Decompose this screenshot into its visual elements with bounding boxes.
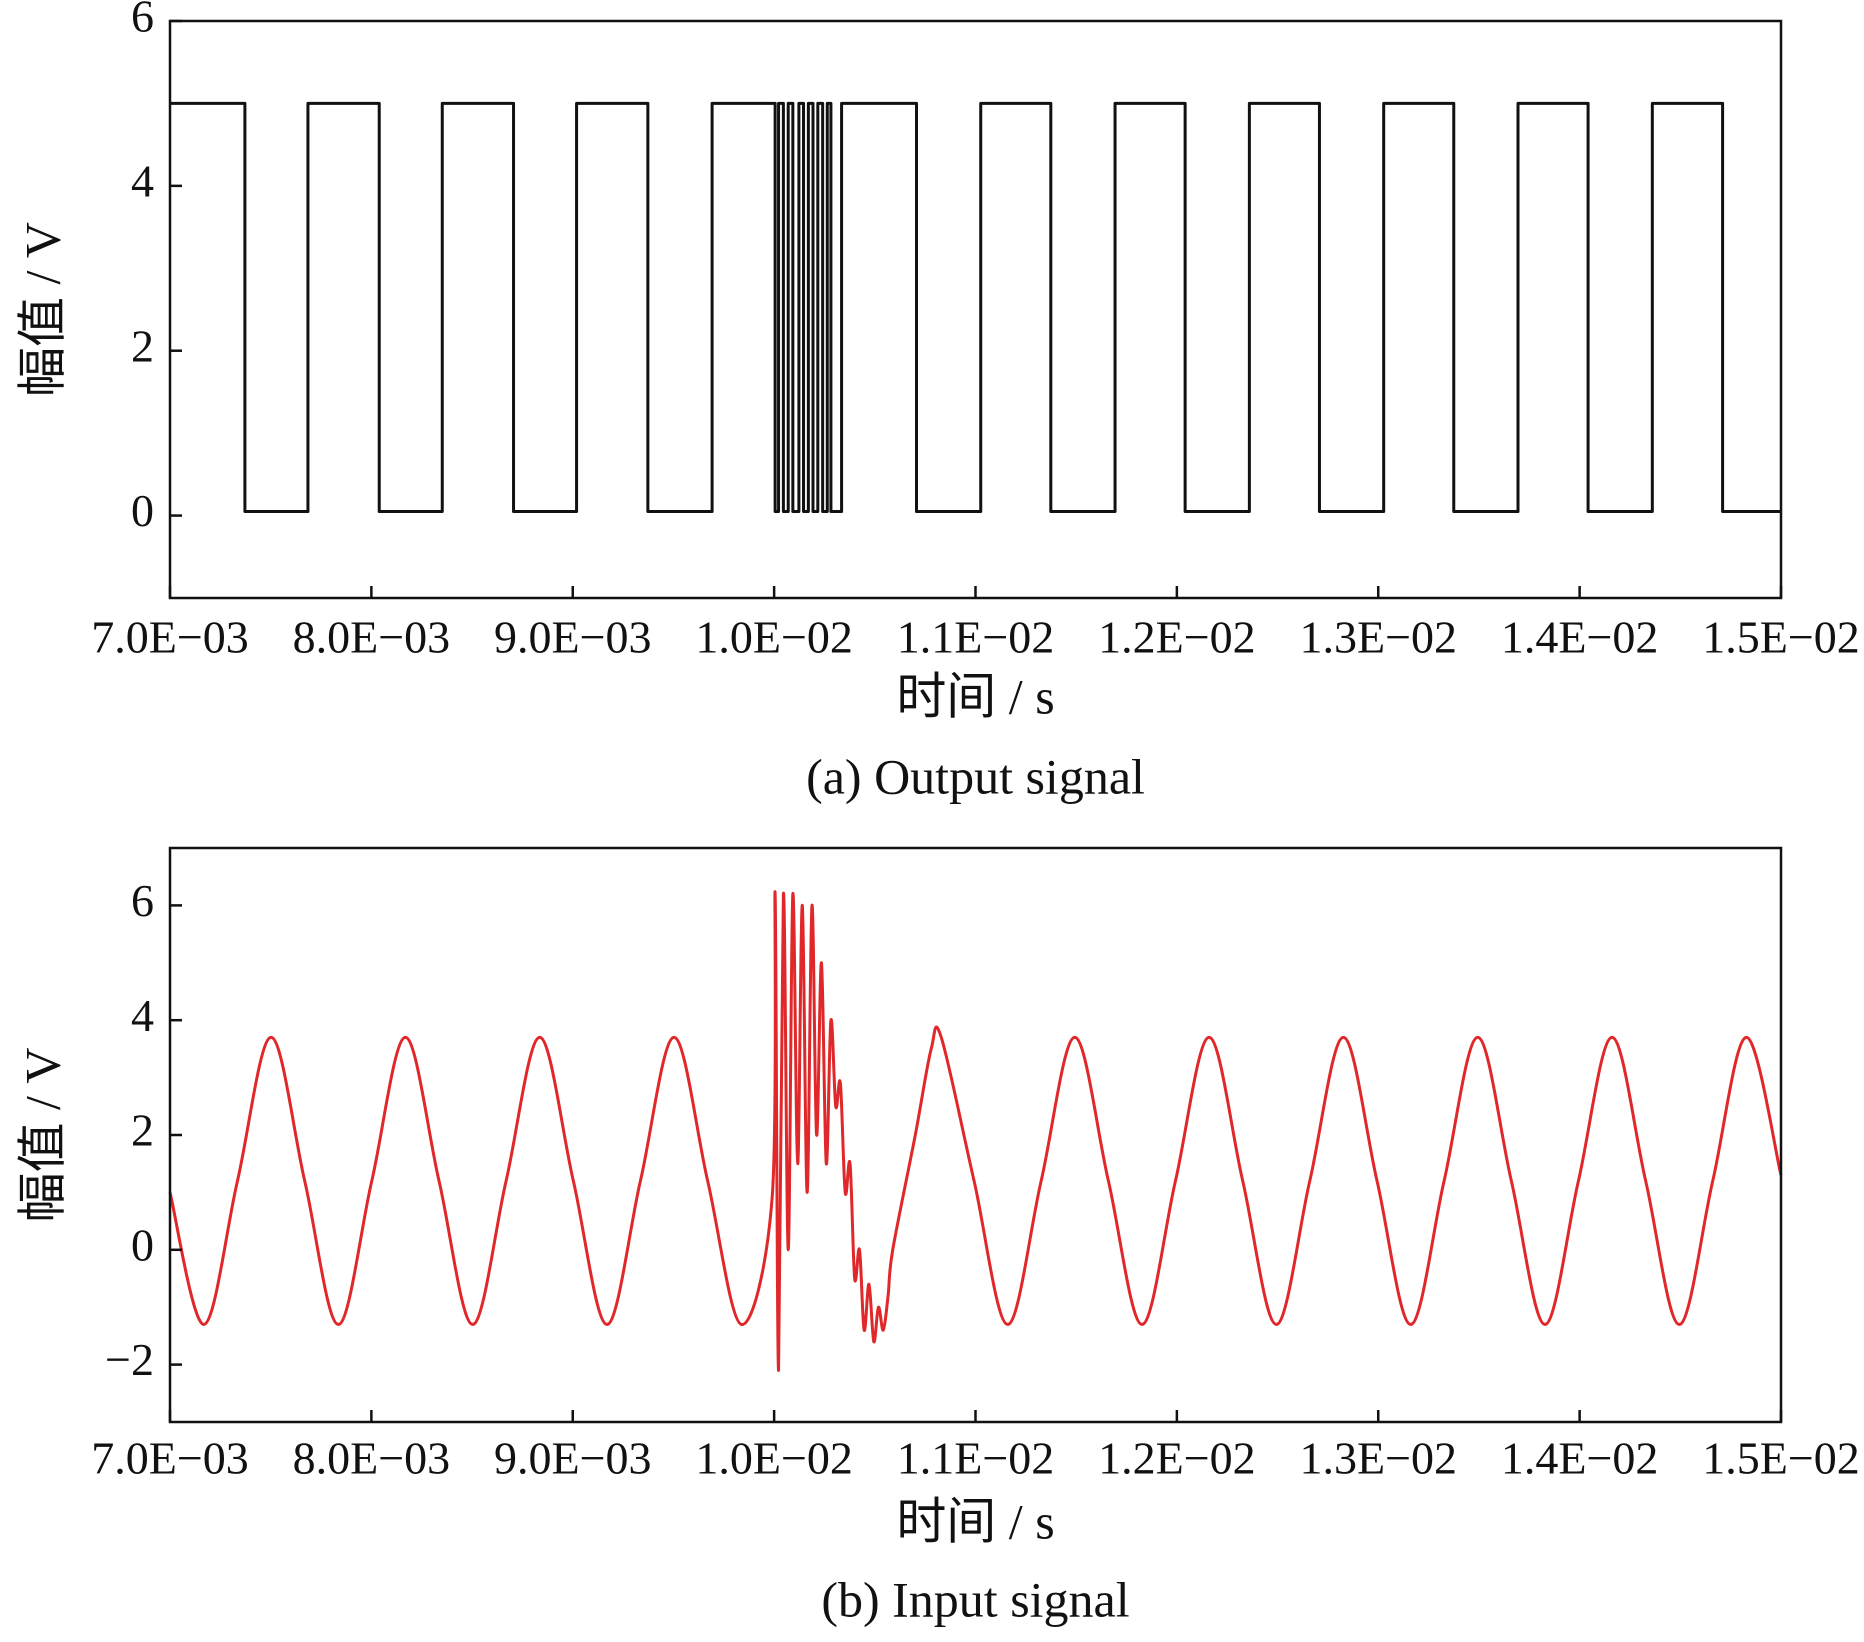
- x-axis-label: 时间 / s: [896, 668, 1054, 724]
- x-tick-label: 1.2E−02: [1098, 1433, 1256, 1484]
- x-tick-label: 1.4E−02: [1501, 1433, 1659, 1484]
- x-tick-label: 1.1E−02: [897, 612, 1055, 663]
- plot-frame: [168, 846, 1783, 1424]
- x-tick-label: 1.2E−02: [1098, 612, 1256, 663]
- y-tick-label: 0: [131, 1219, 154, 1270]
- y-axis-label: 幅值 / V: [14, 1048, 70, 1223]
- signal-line: [168, 890, 1783, 1372]
- x-tick-label: 1.3E−02: [1299, 612, 1457, 663]
- x-tick-label: 8.0E−03: [293, 1433, 451, 1484]
- caption: (b) Input signal: [821, 1571, 1129, 1627]
- x-tick-label: 1.0E−02: [695, 612, 853, 663]
- x-axis-label: 时间 / s: [896, 1493, 1054, 1549]
- y-tick-label: 0: [131, 485, 154, 536]
- y-tick-label: −2: [105, 1334, 154, 1385]
- x-tick-label: 1.5E−02: [1702, 612, 1860, 663]
- x-tick-label: 7.0E−03: [91, 1433, 249, 1484]
- y-tick-label: 6: [131, 0, 154, 42]
- x-tick-label: 1.3E−02: [1299, 1433, 1457, 1484]
- x-tick-label: 8.0E−03: [293, 612, 451, 663]
- x-tick-label: 1.5E−02: [1702, 1433, 1860, 1484]
- y-tick-label: 4: [131, 155, 154, 206]
- signal-line: [170, 101, 1781, 513]
- caption: (a) Output signal: [806, 748, 1145, 804]
- x-tick-label: 9.0E−03: [494, 1433, 652, 1484]
- x-tick-label: 7.0E−03: [91, 612, 249, 663]
- x-tick-label: 1.4E−02: [1501, 612, 1659, 663]
- x-tick-label: 1.1E−02: [897, 1433, 1055, 1484]
- y-tick-label: 4: [131, 990, 154, 1041]
- y-tick-label: 6: [131, 875, 154, 926]
- y-tick-label: 2: [131, 320, 154, 371]
- y-axis-label: 幅值 / V: [14, 222, 70, 397]
- x-tick-label: 1.0E−02: [695, 1433, 853, 1484]
- x-tick-label: 9.0E−03: [494, 612, 652, 663]
- y-tick-label: 2: [131, 1105, 154, 1156]
